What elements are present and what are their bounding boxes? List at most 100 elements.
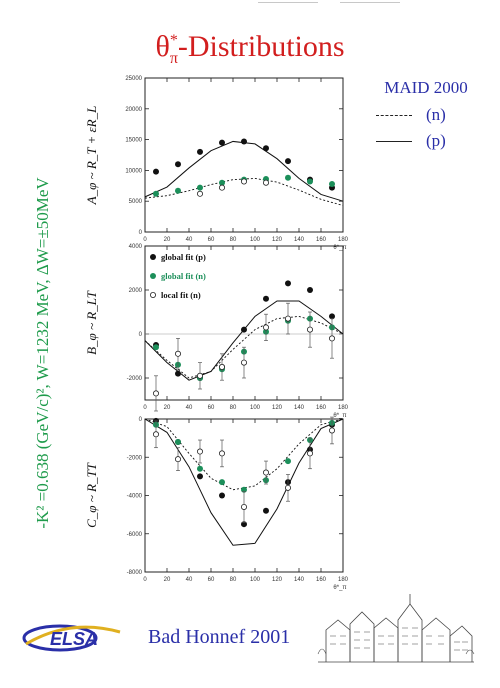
legend-marker-local <box>149 291 156 298</box>
x-tick-label: 120 <box>272 577 283 583</box>
title-sup: * <box>169 32 178 49</box>
x-tick-label: 180 <box>338 577 349 583</box>
legend-row-dashed: (n) <box>356 102 496 128</box>
data-point-global-p <box>263 507 269 514</box>
top-rule-2 <box>340 2 400 3</box>
x-tick-label: 160 <box>316 237 327 243</box>
model-legend: MAID 2000 (n) (p) <box>356 78 496 154</box>
data-point-local-n <box>196 372 203 379</box>
title-sub: π <box>169 50 178 67</box>
legend-solid-label: (p) <box>426 131 446 150</box>
data-point-global-n <box>329 180 335 187</box>
y-tick-label: -8000 <box>127 570 143 576</box>
x-axis-label: θ*_π <box>333 413 346 419</box>
data-point-global-p <box>285 280 291 287</box>
top-rule <box>258 2 318 3</box>
x-tick-label: 140 <box>294 577 305 583</box>
data-point-local-n <box>306 326 313 333</box>
y-tick-label: 0 <box>139 417 143 423</box>
x-tick-label: 140 <box>294 405 305 411</box>
data-point-global-p <box>329 313 335 320</box>
x-tick-label: 140 <box>294 237 305 243</box>
legend-label: global fit (p) <box>161 252 206 262</box>
data-point-global-n <box>175 438 181 445</box>
data-point-local-n <box>306 450 313 457</box>
legend-label: local fit (n) <box>161 290 201 300</box>
y-axis-label: B_φ ~ R_LT <box>84 290 99 355</box>
x-tick-label: 160 <box>316 577 327 583</box>
data-point-global-p <box>175 161 181 168</box>
data-point-local-n <box>284 484 291 491</box>
x-tick-label: 80 <box>230 577 237 583</box>
title-rest: -Distributions <box>177 30 345 63</box>
data-point-global-p <box>241 326 247 333</box>
data-point-global-p <box>263 145 269 152</box>
x-axis-label: θ*_π <box>333 245 346 251</box>
x-tick-label: 40 <box>186 405 193 411</box>
data-point-local-n <box>152 390 159 397</box>
data-point-global-p <box>153 168 159 175</box>
legend-title: MAID 2000 <box>384 78 468 97</box>
y-tick-label: 20000 <box>125 107 142 113</box>
x-tick-label: 20 <box>164 237 171 243</box>
data-point-local-n <box>218 184 225 191</box>
data-point-global-n <box>197 465 203 472</box>
y-tick-label: 25000 <box>125 76 142 82</box>
y-tick-label: 0 <box>139 332 143 338</box>
dashed-line-sample <box>376 114 412 116</box>
data-point-global-n <box>153 190 159 197</box>
legend-label: global fit (n) <box>161 271 206 281</box>
data-point-local-n <box>152 431 159 438</box>
data-point-local-n <box>196 190 203 197</box>
data-point-global-p <box>263 295 269 302</box>
data-point-global-p <box>241 138 247 145</box>
x-tick-label: 0 <box>143 405 147 411</box>
x-tick-label: 20 <box>164 577 171 583</box>
x-tick-label: 0 <box>143 237 147 243</box>
y-tick-label: 0 <box>139 230 143 236</box>
y-tick-label: 2000 <box>129 288 143 294</box>
data-point-local-n <box>262 469 269 476</box>
data-point-global-n <box>197 184 203 191</box>
page-title: θ*π-Distributions <box>0 30 500 68</box>
elsa-logo: ELSA <box>22 624 121 652</box>
data-point-local-n <box>328 427 335 434</box>
y-tick-label: 5000 <box>129 199 143 205</box>
y-tick-label: -4000 <box>127 494 143 500</box>
x-tick-label: 120 <box>272 237 283 243</box>
data-point-local-n <box>240 359 247 366</box>
legend-marker-black <box>150 254 156 260</box>
plot-frame-1 <box>144 245 344 401</box>
x-tick-label: 120 <box>272 405 283 411</box>
model-curve-n <box>144 418 344 491</box>
y-tick-label: 4000 <box>129 244 143 250</box>
y-axis-label: A_φ ~ R_T + εR_L <box>84 106 99 206</box>
x-tick-label: 180 <box>338 405 349 411</box>
x-tick-label: 40 <box>186 237 193 243</box>
data-point-global-n <box>175 187 181 194</box>
model-curve-p <box>144 140 344 202</box>
data-point-global-p <box>307 287 313 293</box>
data-point-global-p <box>219 139 225 146</box>
y-axis-label: C_φ ~ R_TT <box>84 462 99 528</box>
data-point-global-p <box>241 521 247 528</box>
data-point-local-n <box>262 179 269 186</box>
data-point-local-n <box>262 324 269 331</box>
data-point-local-n <box>218 450 225 457</box>
data-point-global-p <box>197 148 203 155</box>
data-point-global-n <box>153 344 159 351</box>
x-tick-label: 60 <box>208 405 215 411</box>
x-tick-label: 80 <box>230 237 237 243</box>
data-point-local-n <box>240 178 247 185</box>
data-point-global-n <box>219 179 225 186</box>
x-tick-label: 100 <box>250 577 261 583</box>
x-tick-label: 20 <box>164 405 171 411</box>
x-tick-label: 60 <box>208 577 215 583</box>
y-tick-label: 10000 <box>125 168 142 174</box>
data-point-local-n <box>284 315 291 322</box>
data-point-global-p <box>285 158 291 165</box>
y-tick-label: -2000 <box>127 376 143 382</box>
legend-dashed-label: (n) <box>426 105 446 124</box>
footer-title: Bad Honnef 2001 <box>148 626 291 648</box>
